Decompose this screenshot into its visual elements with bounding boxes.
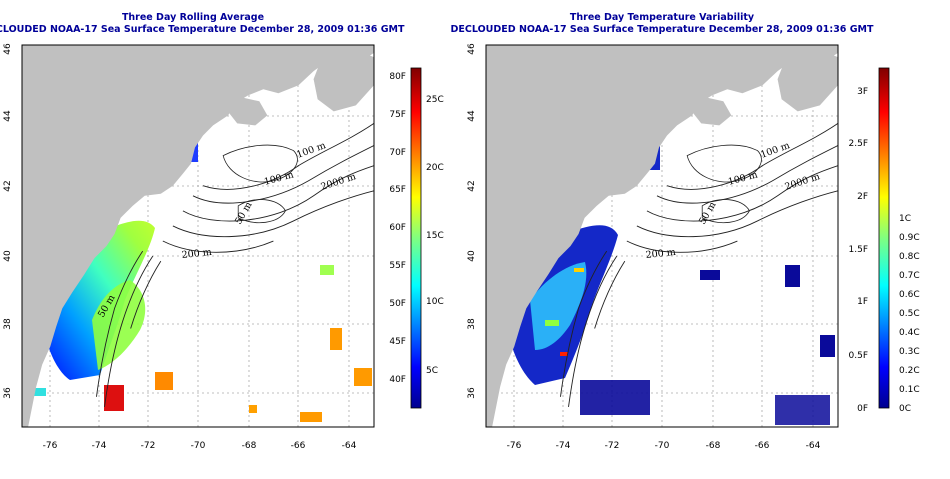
isobath-label: 200 m [645,247,676,261]
colorbar-f-label: 2F [857,192,868,202]
colorbar-f-label: 1.5F [849,245,869,255]
lon-tick: -70 [191,441,206,451]
lat-tick: 42 [3,180,13,191]
colorbar-c-label: 0.8C [899,252,920,262]
colorbar-c-label: 1C [899,214,911,224]
lat-tick: 40 [467,250,477,262]
colorbar-f-label: 0F [857,404,868,414]
lat-tick: 46 [467,43,477,55]
lat-tick: 38 [467,318,477,330]
colorbar-c-label: 0.3C [899,347,920,357]
lat-tick: 44 [467,110,477,122]
lon-tick: -64 [806,441,821,451]
colorbar-c-label: 20C [426,163,444,173]
lon-tick: -64 [342,441,357,451]
lon-tick: -68 [706,441,721,451]
colorbar-c-label: 0.7C [899,271,920,281]
lat-tick: 38 [3,318,13,330]
map-frame: 100 m 2000 m 100 m 50 m 200 m 50 m [21,44,375,428]
colorbar-c-label: 0C [899,404,911,414]
panel-subtitle: DECLOUDED NOAA-17 Sea Surface Temperatur… [0,24,405,35]
panel-subtitle: DECLOUDED NOAA-17 Sea Surface Temperatur… [451,24,874,35]
lon-tick: -66 [755,441,770,451]
colorbar-c-label: 5C [426,366,438,376]
lat-tick: 36 [467,387,477,399]
lon-tick: -76 [43,441,58,451]
colorbar-c-label: 0.5C [899,309,920,319]
lon-tick: -68 [242,441,257,451]
panel-title: Three Day Temperature Variability [570,12,755,23]
variability-data [488,118,835,425]
map-frame: 100 m 2000 m 100 m 50 m 200 m [485,44,839,428]
colorbar-f-label: 50F [389,299,406,309]
lon-tick: -70 [655,441,670,451]
lon-tick: -66 [291,441,306,451]
panel-temperature-variability: Three Day Temperature Variability DECLOU… [451,12,920,451]
colorbar-f-label: 80F [389,72,406,82]
colorbar-c-label: 0.2C [899,366,920,376]
colorbar-temperature: 40F 45F 50F 55F 60F 65F 70F 75F 80F 5C 1… [389,67,444,409]
colorbar-f-label: 40F [389,375,406,385]
latitude-axis: 36 38 40 42 44 46 [3,43,13,399]
colorbar-f-label: 55F [389,261,406,271]
colorbar-f-label: 45F [389,337,406,347]
lon-tick: -72 [141,441,156,451]
lat-tick: 44 [3,110,13,122]
lat-tick: 36 [3,387,13,399]
colorbar-c-label: 0.4C [899,328,920,338]
lat-tick: 42 [467,180,477,191]
lon-tick: -72 [605,441,620,451]
colorbar-c-label: 25C [426,95,444,105]
colorbar-c-label: 10C [426,297,444,307]
colorbar-c-label: 0.9C [899,233,920,243]
lon-tick: -76 [507,441,522,451]
colorbar-c-label: 0.1C [899,385,920,395]
colorbar-f-label: 0.5F [849,351,869,361]
colorbar-c-label: 0.6C [899,290,920,300]
colorbar-f-label: 2.5F [849,139,869,149]
panel-rolling-average: Three Day Rolling Average DECLOUDED NOAA… [0,12,444,451]
colorbar-variability: 0F 0.5F 1F 1.5F 2F 2.5F 3F 0C 0.1C 0.2C … [849,67,920,414]
colorbar-f-label: 60F [389,223,406,233]
longitude-axis: -76 -74 -72 -70 -68 -66 -64 [43,441,357,451]
lon-tick: -74 [556,441,571,451]
panel-title: Three Day Rolling Average [122,12,264,23]
longitude-axis: -76 -74 -72 -70 -68 -66 -64 [507,441,821,451]
colorbar-f-label: 70F [389,148,406,158]
colorbar-f-label: 65F [389,185,406,195]
colorbar-c-label: 15C [426,231,444,241]
latitude-axis: 36 38 40 42 44 46 [467,43,477,399]
colorbar-f-label: 3F [857,87,868,97]
lon-tick: -74 [92,441,107,451]
isobath-label: 200 m [181,247,212,261]
lat-tick: 46 [3,43,13,55]
colorbar-f-label: 75F [389,110,406,120]
lat-tick: 40 [3,250,13,262]
colorbar-f-label: 1F [857,297,868,307]
